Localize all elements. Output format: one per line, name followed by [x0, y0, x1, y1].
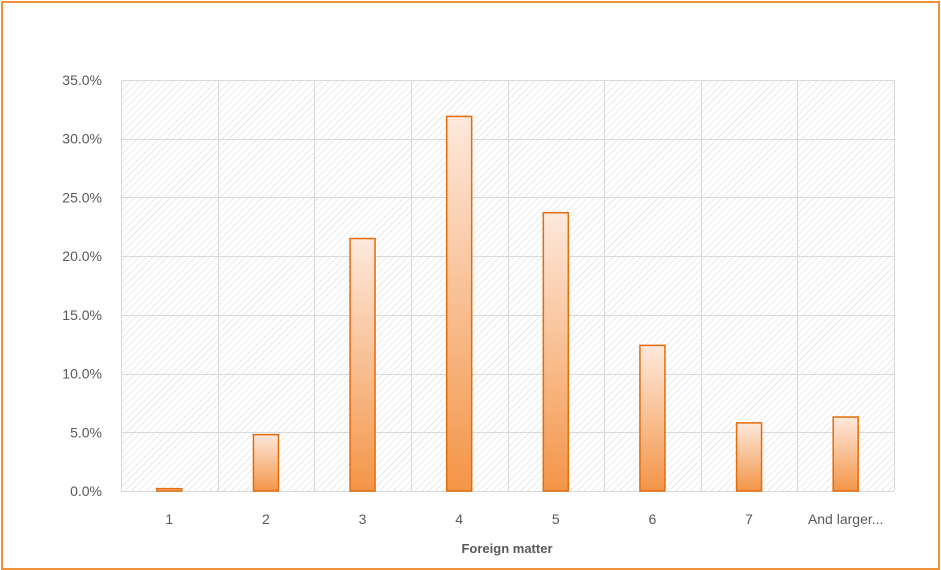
y-tick-label: 10.0%: [62, 366, 102, 382]
y-tick-label: 25.0%: [62, 189, 102, 205]
x-tick-label: 2: [262, 511, 270, 527]
bars: [156, 115, 859, 492]
x-tick-label: 5: [552, 511, 560, 527]
x-tick-label: 7: [745, 511, 753, 527]
bar-3: [349, 237, 376, 492]
bar-5: [542, 211, 570, 492]
y-axis-ticks: 0.0% 5.0% 10.0% 15.0% 20.0% 25.0% 30.0% 35.0%: [62, 72, 102, 499]
y-tick-label: 0.0%: [70, 483, 102, 499]
plot-area-background: [121, 80, 894, 491]
y-tick-label: 30.0%: [62, 131, 102, 147]
y-tick-label: 35.0%: [62, 72, 102, 88]
y-tick-label: 5.0%: [70, 424, 102, 440]
gridlines: [121, 80, 895, 492]
bar-2: [252, 433, 280, 492]
x-axis-title: Foreign matter: [461, 541, 552, 556]
y-tick-label: 20.0%: [62, 248, 102, 264]
x-tick-label: And larger...: [808, 511, 884, 527]
bar-6: [639, 344, 666, 492]
y-tick-label: 15.0%: [62, 307, 102, 323]
x-tick-label: 1: [165, 511, 173, 527]
bar-1: [156, 487, 183, 492]
x-tick-label: 4: [455, 511, 463, 527]
x-tick-label: 6: [649, 511, 657, 527]
x-tick-label: 3: [359, 511, 367, 527]
bar-4: [445, 115, 473, 492]
x-axis-ticks: 1 2 3 4 5 6 7 And larger...: [165, 511, 883, 527]
bar-7: [735, 422, 763, 492]
bar-8: [832, 416, 859, 492]
